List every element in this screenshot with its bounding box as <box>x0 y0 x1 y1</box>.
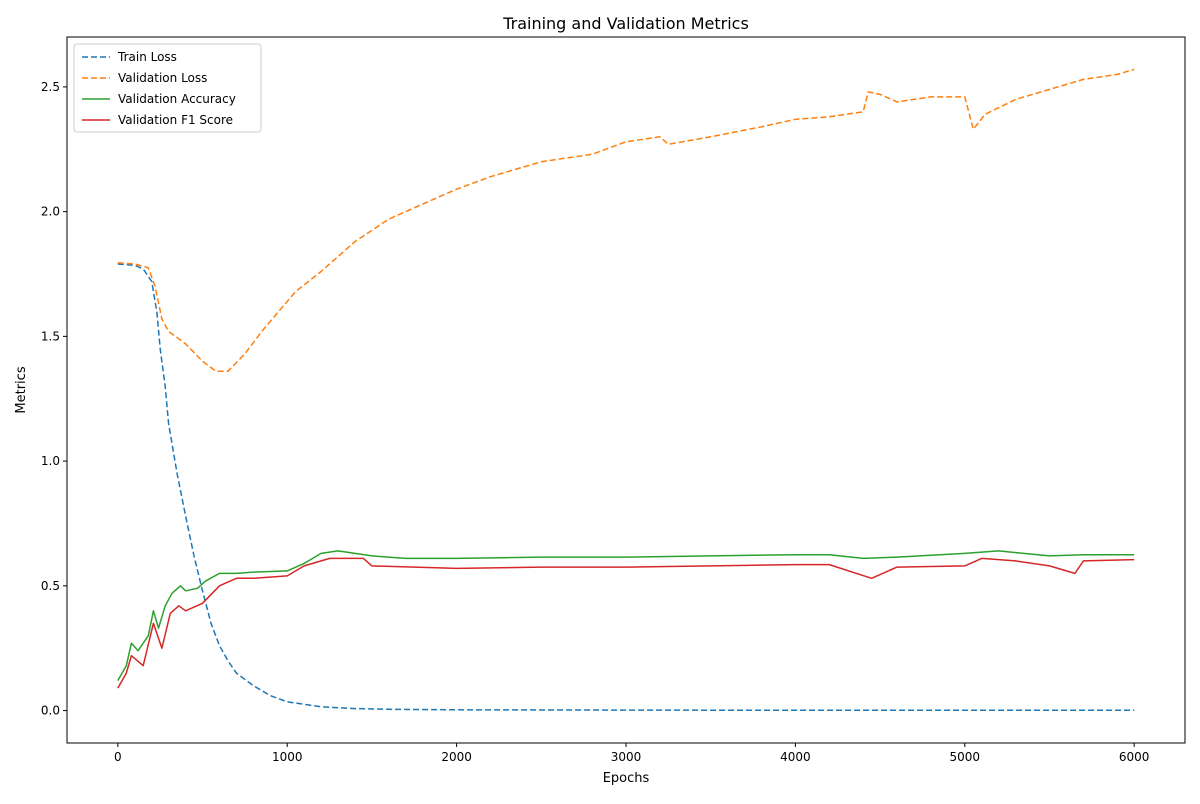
series-layer <box>117 68 1135 712</box>
legend: Train Loss Validation Loss Validation Accu… <box>73 43 262 133</box>
legend-label: Validation Loss <box>118 71 207 85</box>
series-line-validation-loss <box>117 68 1135 373</box>
y-tick-label: 0.0 <box>41 704 60 718</box>
y-tick-label: 1.0 <box>41 454 60 468</box>
chart-title: Training and Validation Metrics <box>502 14 749 33</box>
legend-label: Validation Accuracy <box>118 92 236 106</box>
y-tick-label: 2.0 <box>41 205 60 219</box>
series-line-validation-f1-score <box>117 557 1135 689</box>
x-tick-label: 1000 <box>272 750 303 764</box>
plot-area <box>67 37 1185 743</box>
x-tick-label: 6000 <box>1119 750 1150 764</box>
legend-box <box>73 43 262 133</box>
series-line-validation-accuracy <box>117 550 1135 681</box>
legend-label: Validation F1 Score <box>118 113 233 127</box>
x-tick-label: 0 <box>114 750 122 764</box>
y-tick-label: 0.5 <box>41 579 60 593</box>
series-line-train-loss <box>117 263 1135 712</box>
x-tick-label: 2000 <box>441 750 472 764</box>
legend-label: Train Loss <box>117 50 177 64</box>
x-axis-label: Epochs <box>603 771 650 786</box>
x-tick-label: 3000 <box>611 750 642 764</box>
x-tick-label: 4000 <box>780 750 811 764</box>
y-axis: 0.0 0.5 1.0 1.5 2.0 2.5 <box>41 80 67 718</box>
y-tick-label: 2.5 <box>41 80 60 94</box>
x-axis: 0 1000 2000 3000 4000 5000 6000 <box>114 743 1149 764</box>
y-tick-label: 1.5 <box>41 329 60 343</box>
y-axis-label: Metrics <box>14 366 29 413</box>
x-tick-label: 5000 <box>950 750 981 764</box>
